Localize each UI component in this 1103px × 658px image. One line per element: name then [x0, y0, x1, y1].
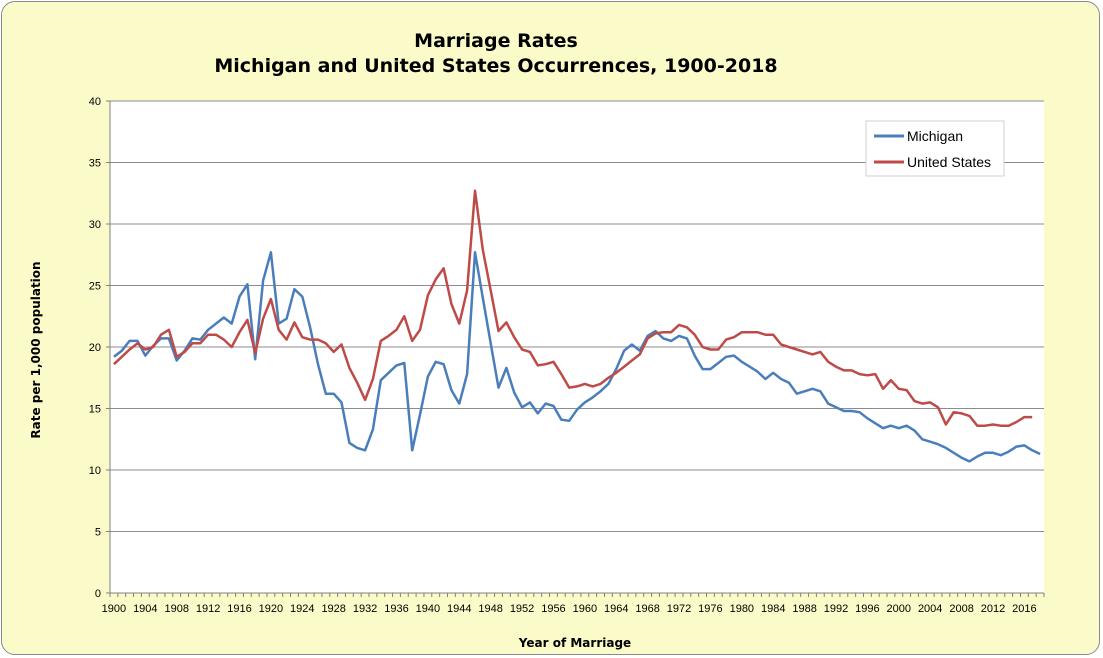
x-tick-label: 1904 [133, 603, 157, 615]
x-axis-title: Year of Marriage [518, 636, 631, 650]
series-line-united-states [113, 189, 1033, 427]
x-tick-label: 1972 [667, 603, 691, 615]
x-tick-label: 1944 [447, 603, 471, 615]
x-tick-label: 2000 [887, 603, 911, 615]
y-tick-label: 10 [89, 465, 101, 477]
x-tick-label: 1976 [698, 603, 722, 615]
x-tick-label: 2008 [949, 603, 973, 615]
x-tick-label: 1996 [855, 603, 879, 615]
x-tick-label: 1992 [824, 603, 848, 615]
legend-label-united-states: United States [907, 154, 991, 170]
y-tick-label: 0 [95, 588, 101, 600]
x-tick-label: 1912 [196, 603, 220, 615]
y-axis-ticks: 0 5 10 15 20 25 30 35 40 [89, 96, 110, 600]
x-tick-label: 1908 [164, 603, 188, 615]
chart-title: Marriage Rates [414, 30, 578, 52]
x-tick-label: 2016 [1012, 603, 1036, 615]
x-tick-label: 1960 [573, 603, 597, 615]
legend: Michigan United States [865, 120, 1005, 177]
y-tick-label: 35 [89, 158, 101, 170]
series-lines [113, 189, 1041, 463]
x-tick-label: 1916 [227, 603, 251, 615]
x-tick-label: 1968 [635, 603, 659, 615]
x-tick-label: 1956 [541, 603, 565, 615]
x-tick-label: 1928 [321, 603, 345, 615]
x-tick-label: 2012 [981, 603, 1005, 615]
y-tick-label: 15 [89, 404, 101, 416]
x-tick-label: 1948 [478, 603, 502, 615]
x-tick-label: 2004 [918, 603, 942, 615]
y-tick-label: 20 [89, 342, 101, 354]
x-tick-label: 1936 [384, 603, 408, 615]
y-tick-label: 5 [95, 527, 101, 539]
x-tick-label: 1924 [290, 603, 314, 615]
x-axis-ticks: 1900 1904 1908 1912 1916 1920 1924 1928 1932 1936… [102, 593, 1045, 615]
x-tick-label: 1900 [102, 603, 126, 615]
x-tick-label: 1940 [416, 603, 440, 615]
y-tick-label: 30 [89, 219, 101, 231]
x-tick-label: 1932 [353, 603, 377, 615]
x-tick-label: 1952 [510, 603, 534, 615]
legend-label-michigan: Michigan [907, 128, 963, 144]
x-tick-label: 1920 [259, 603, 283, 615]
y-tick-label: 25 [89, 281, 101, 293]
x-tick-label: 1988 [792, 603, 816, 615]
x-tick-label: 1984 [761, 603, 785, 615]
x-tick-label: 1980 [730, 603, 754, 615]
series-line-michigan [113, 251, 1041, 463]
y-tick-label: 40 [89, 96, 101, 108]
chart-subtitle: Michigan and United States Occurrences, … [214, 55, 777, 77]
y-axis-title: Rate per 1,000 population [29, 261, 43, 438]
legend-box [865, 120, 1005, 177]
x-tick-label: 1964 [604, 603, 628, 615]
